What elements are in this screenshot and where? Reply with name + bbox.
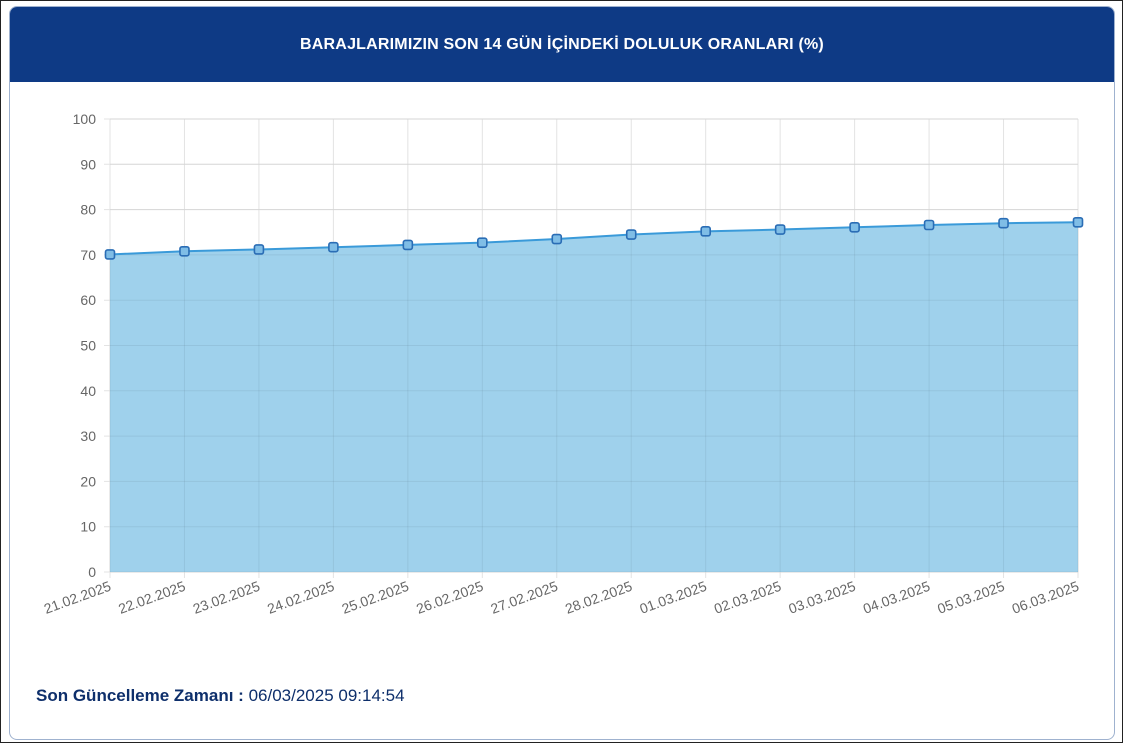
data-point xyxy=(402,239,414,251)
x-tick-label: 27.02.2025 xyxy=(488,578,560,617)
x-tick-label: 06.03.2025 xyxy=(1010,578,1082,617)
y-tick-label: 0 xyxy=(88,564,96,580)
x-tick-label: 04.03.2025 xyxy=(861,578,933,617)
x-tick-label: 25.02.2025 xyxy=(340,578,412,617)
x-tick-label: 05.03.2025 xyxy=(935,578,1007,617)
data-point xyxy=(923,219,935,231)
y-tick-label: 40 xyxy=(80,383,96,399)
x-tick-label: 26.02.2025 xyxy=(414,578,486,617)
x-tick-label: 01.03.2025 xyxy=(637,578,709,617)
data-point xyxy=(700,226,711,237)
x-tick-label: 22.02.2025 xyxy=(116,578,188,617)
data-point xyxy=(328,241,339,253)
data-point xyxy=(179,245,190,257)
x-tick-label: 24.02.2025 xyxy=(265,578,337,617)
data-point xyxy=(104,249,116,260)
data-point xyxy=(998,217,1009,229)
y-tick-label: 30 xyxy=(80,428,96,444)
y-tick-label: 90 xyxy=(80,156,96,172)
data-point xyxy=(625,229,637,240)
area-fill xyxy=(110,222,1078,572)
x-tick-label: 21.02.2025 xyxy=(42,578,114,617)
y-tick-label: 20 xyxy=(80,473,96,489)
chart-title: BARAJLARIMIZIN SON 14 GÜN İÇİNDEKİ DOLUL… xyxy=(10,7,1114,82)
data-point xyxy=(253,244,265,255)
x-tick-label: 23.02.2025 xyxy=(191,578,263,617)
y-tick-label: 70 xyxy=(80,247,96,263)
y-tick-label: 60 xyxy=(80,292,96,308)
y-tick-label: 10 xyxy=(80,519,96,535)
x-tick-label: 02.03.2025 xyxy=(712,578,784,617)
last-update: Son Güncelleme Zamanı : 06/03/2025 09:14… xyxy=(36,686,405,706)
y-tick-label: 80 xyxy=(80,202,96,218)
last-update-label: Son Güncelleme Zamanı : xyxy=(36,686,244,705)
x-tick-label: 03.03.2025 xyxy=(786,578,858,617)
data-point xyxy=(1072,216,1084,228)
y-tick-label: 50 xyxy=(80,338,96,354)
data-point xyxy=(551,233,563,245)
series-line xyxy=(109,221,1079,256)
y-tick-label: 100 xyxy=(73,111,97,127)
data-point xyxy=(774,224,786,235)
data-point xyxy=(477,237,488,248)
data-point xyxy=(849,221,860,233)
last-update-value: 06/03/2025 09:14:54 xyxy=(248,686,405,705)
x-tick-label: 28.02.2025 xyxy=(563,578,635,617)
